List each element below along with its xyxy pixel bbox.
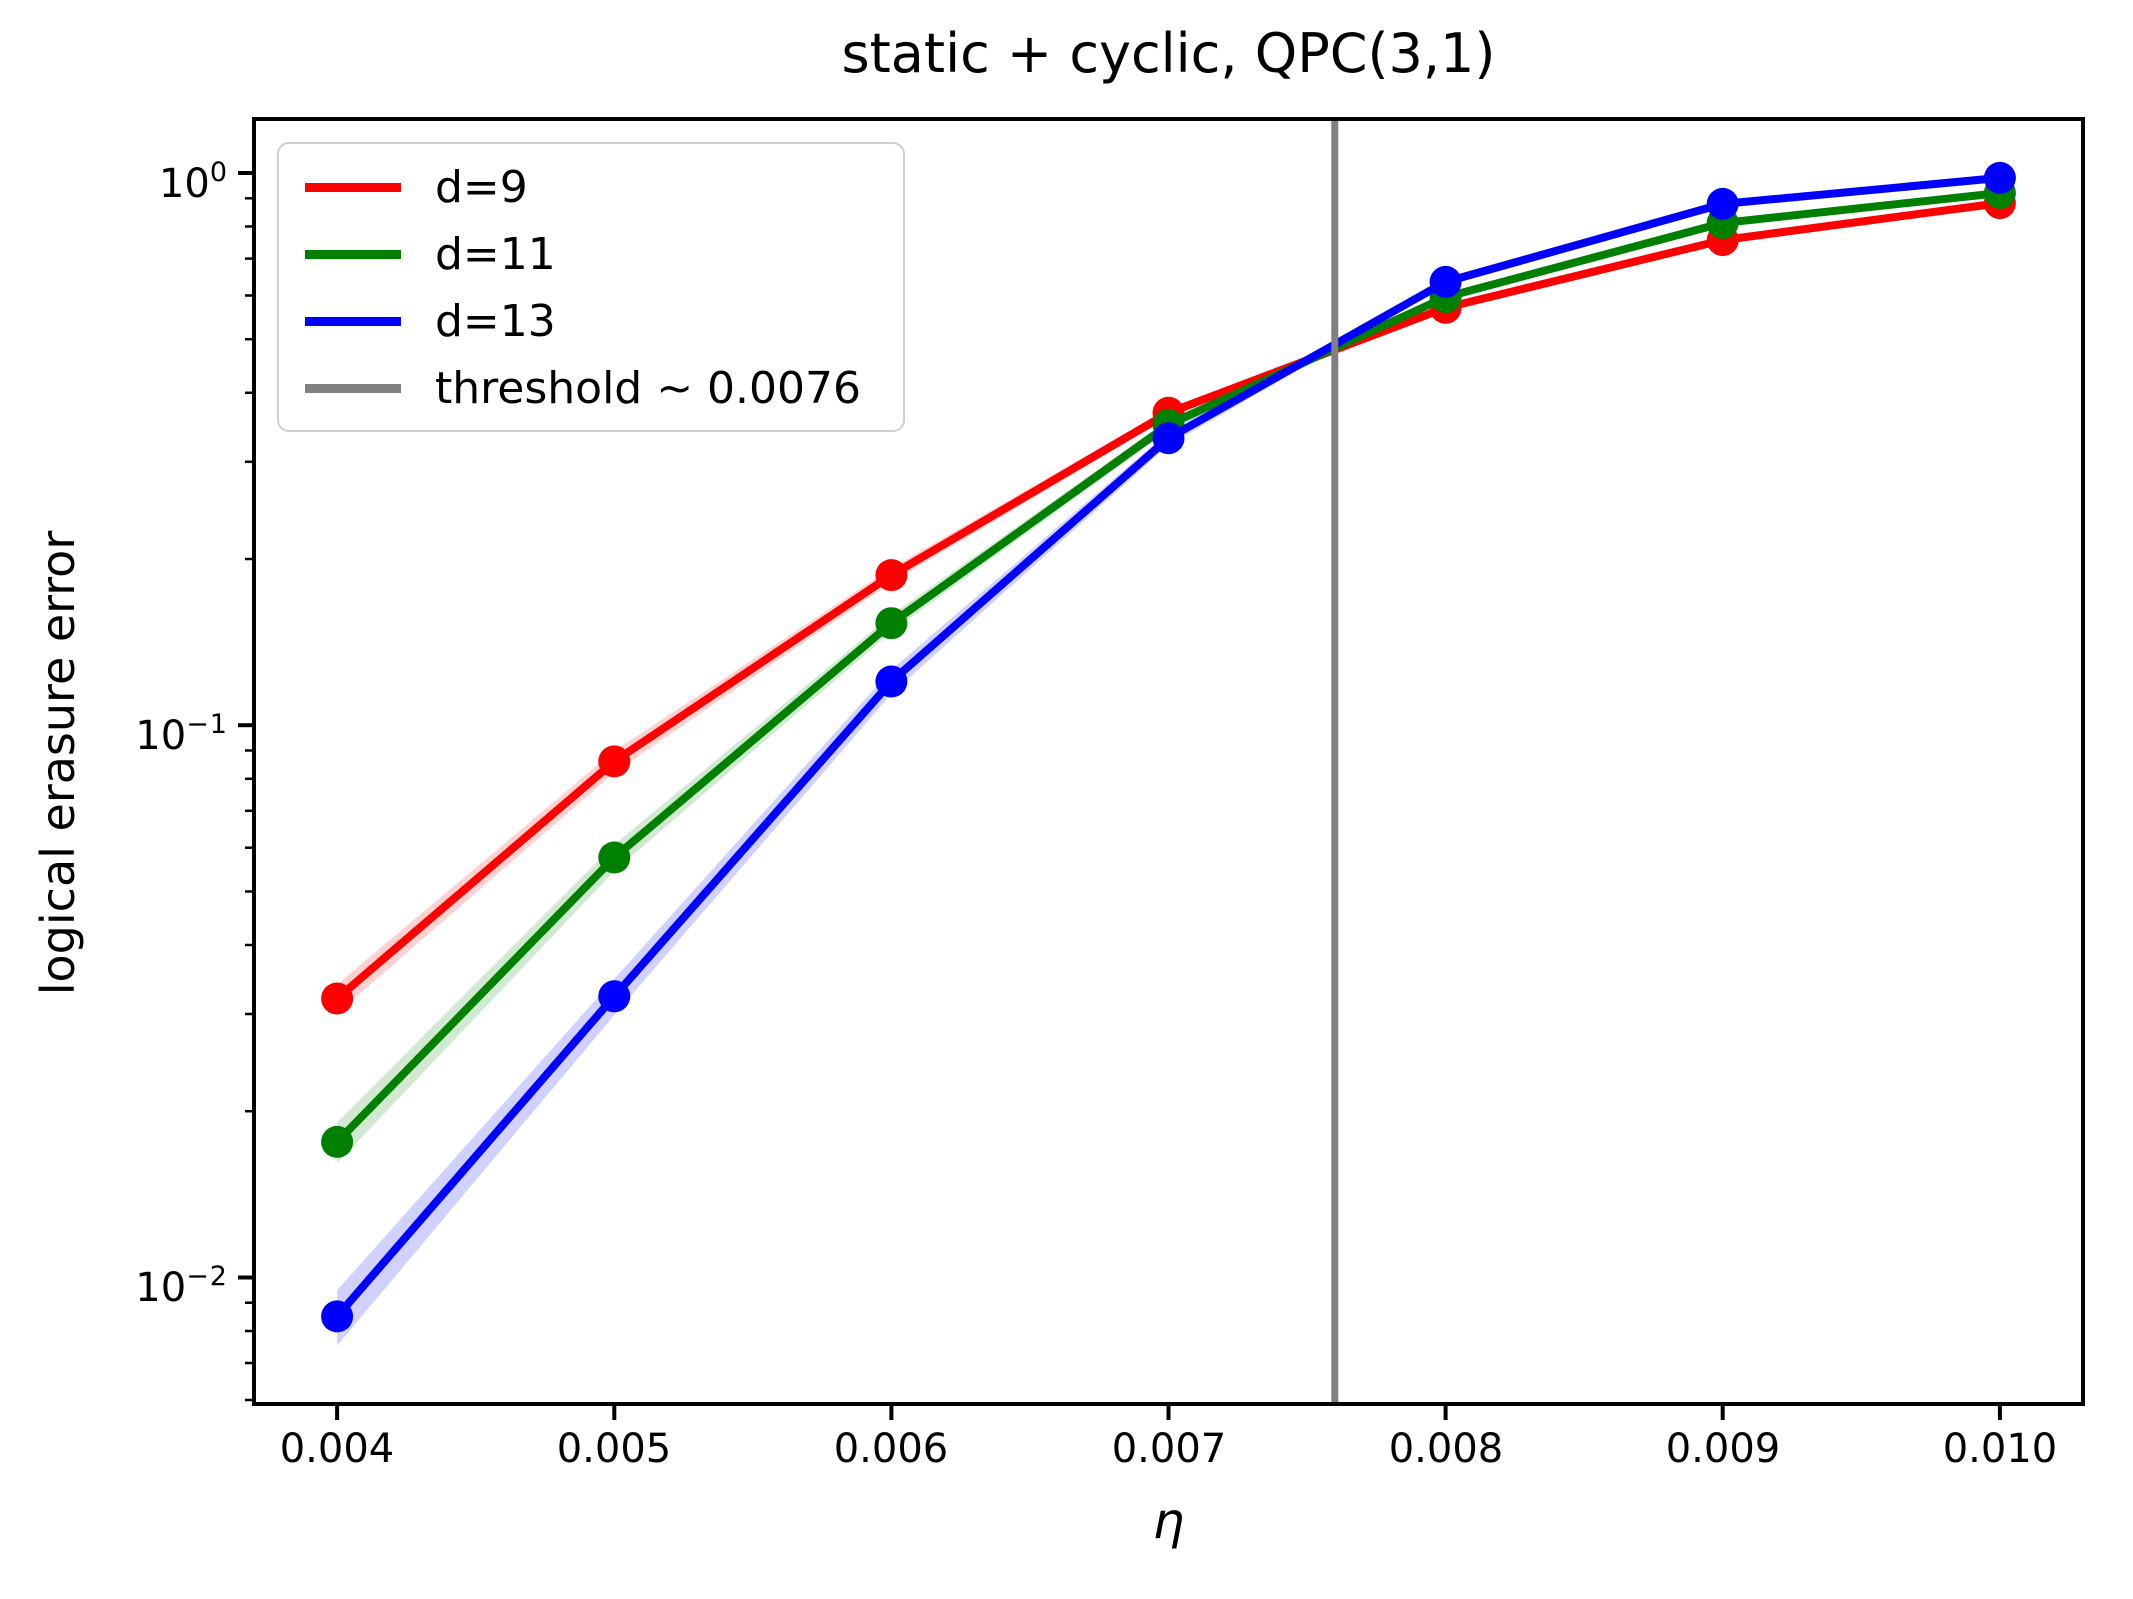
data-point-d=9 — [875, 559, 908, 592]
data-point-d=9 — [598, 745, 631, 778]
legend-label: d=11 — [435, 229, 556, 280]
legend-line-swatch-threshold — [305, 384, 401, 393]
legend-label: d=9 — [435, 162, 528, 213]
data-point-d=13 — [1429, 265, 1462, 298]
x-tick-label: 0.004 — [279, 1426, 395, 1472]
legend-item-threshold: threshold ~ 0.0076 — [305, 355, 903, 422]
data-point-d=13 — [875, 665, 908, 698]
data-point-d=9 — [321, 982, 354, 1015]
x-tick-label: 0.008 — [1388, 1426, 1504, 1472]
legend-label: threshold ~ 0.0076 — [435, 363, 862, 414]
data-point-d=13 — [1706, 187, 1739, 220]
y-axis-label: logical erasure error — [31, 530, 85, 996]
x-tick-label: 0.010 — [1942, 1426, 2058, 1472]
legend-label: d=13 — [435, 296, 556, 347]
legend: d=9 d=11 d=13 threshold ~ 0.0076 — [277, 142, 905, 432]
data-point-d=13 — [321, 1300, 354, 1333]
chart-title: static + cyclic, QPC(3,1) — [841, 22, 1496, 85]
x-tick-label: 0.006 — [833, 1426, 949, 1472]
legend-line-swatch-d11 — [305, 250, 401, 259]
data-point-d=11 — [598, 841, 631, 874]
legend-line-swatch-d13 — [305, 317, 401, 326]
x-tick-label: 0.005 — [556, 1426, 672, 1472]
legend-item-d13: d=13 — [305, 288, 903, 355]
x-tick-label: 0.009 — [1665, 1426, 1781, 1472]
legend-line-swatch-d9 — [305, 183, 401, 192]
data-point-d=13 — [1983, 161, 2016, 194]
y-tick-label: 10−1 — [135, 709, 228, 759]
y-tick-label: 10−2 — [135, 1261, 228, 1311]
legend-item-d9: d=9 — [305, 154, 903, 221]
x-axis-label: η — [1152, 1492, 1185, 1550]
data-point-d=11 — [875, 607, 908, 640]
y-tick-label: 100 — [158, 157, 228, 207]
data-point-d=13 — [598, 980, 631, 1013]
data-point-d=11 — [321, 1125, 354, 1158]
x-tick-label: 0.007 — [1111, 1426, 1227, 1472]
data-point-d=13 — [1152, 422, 1185, 455]
legend-item-d11: d=11 — [305, 221, 903, 288]
